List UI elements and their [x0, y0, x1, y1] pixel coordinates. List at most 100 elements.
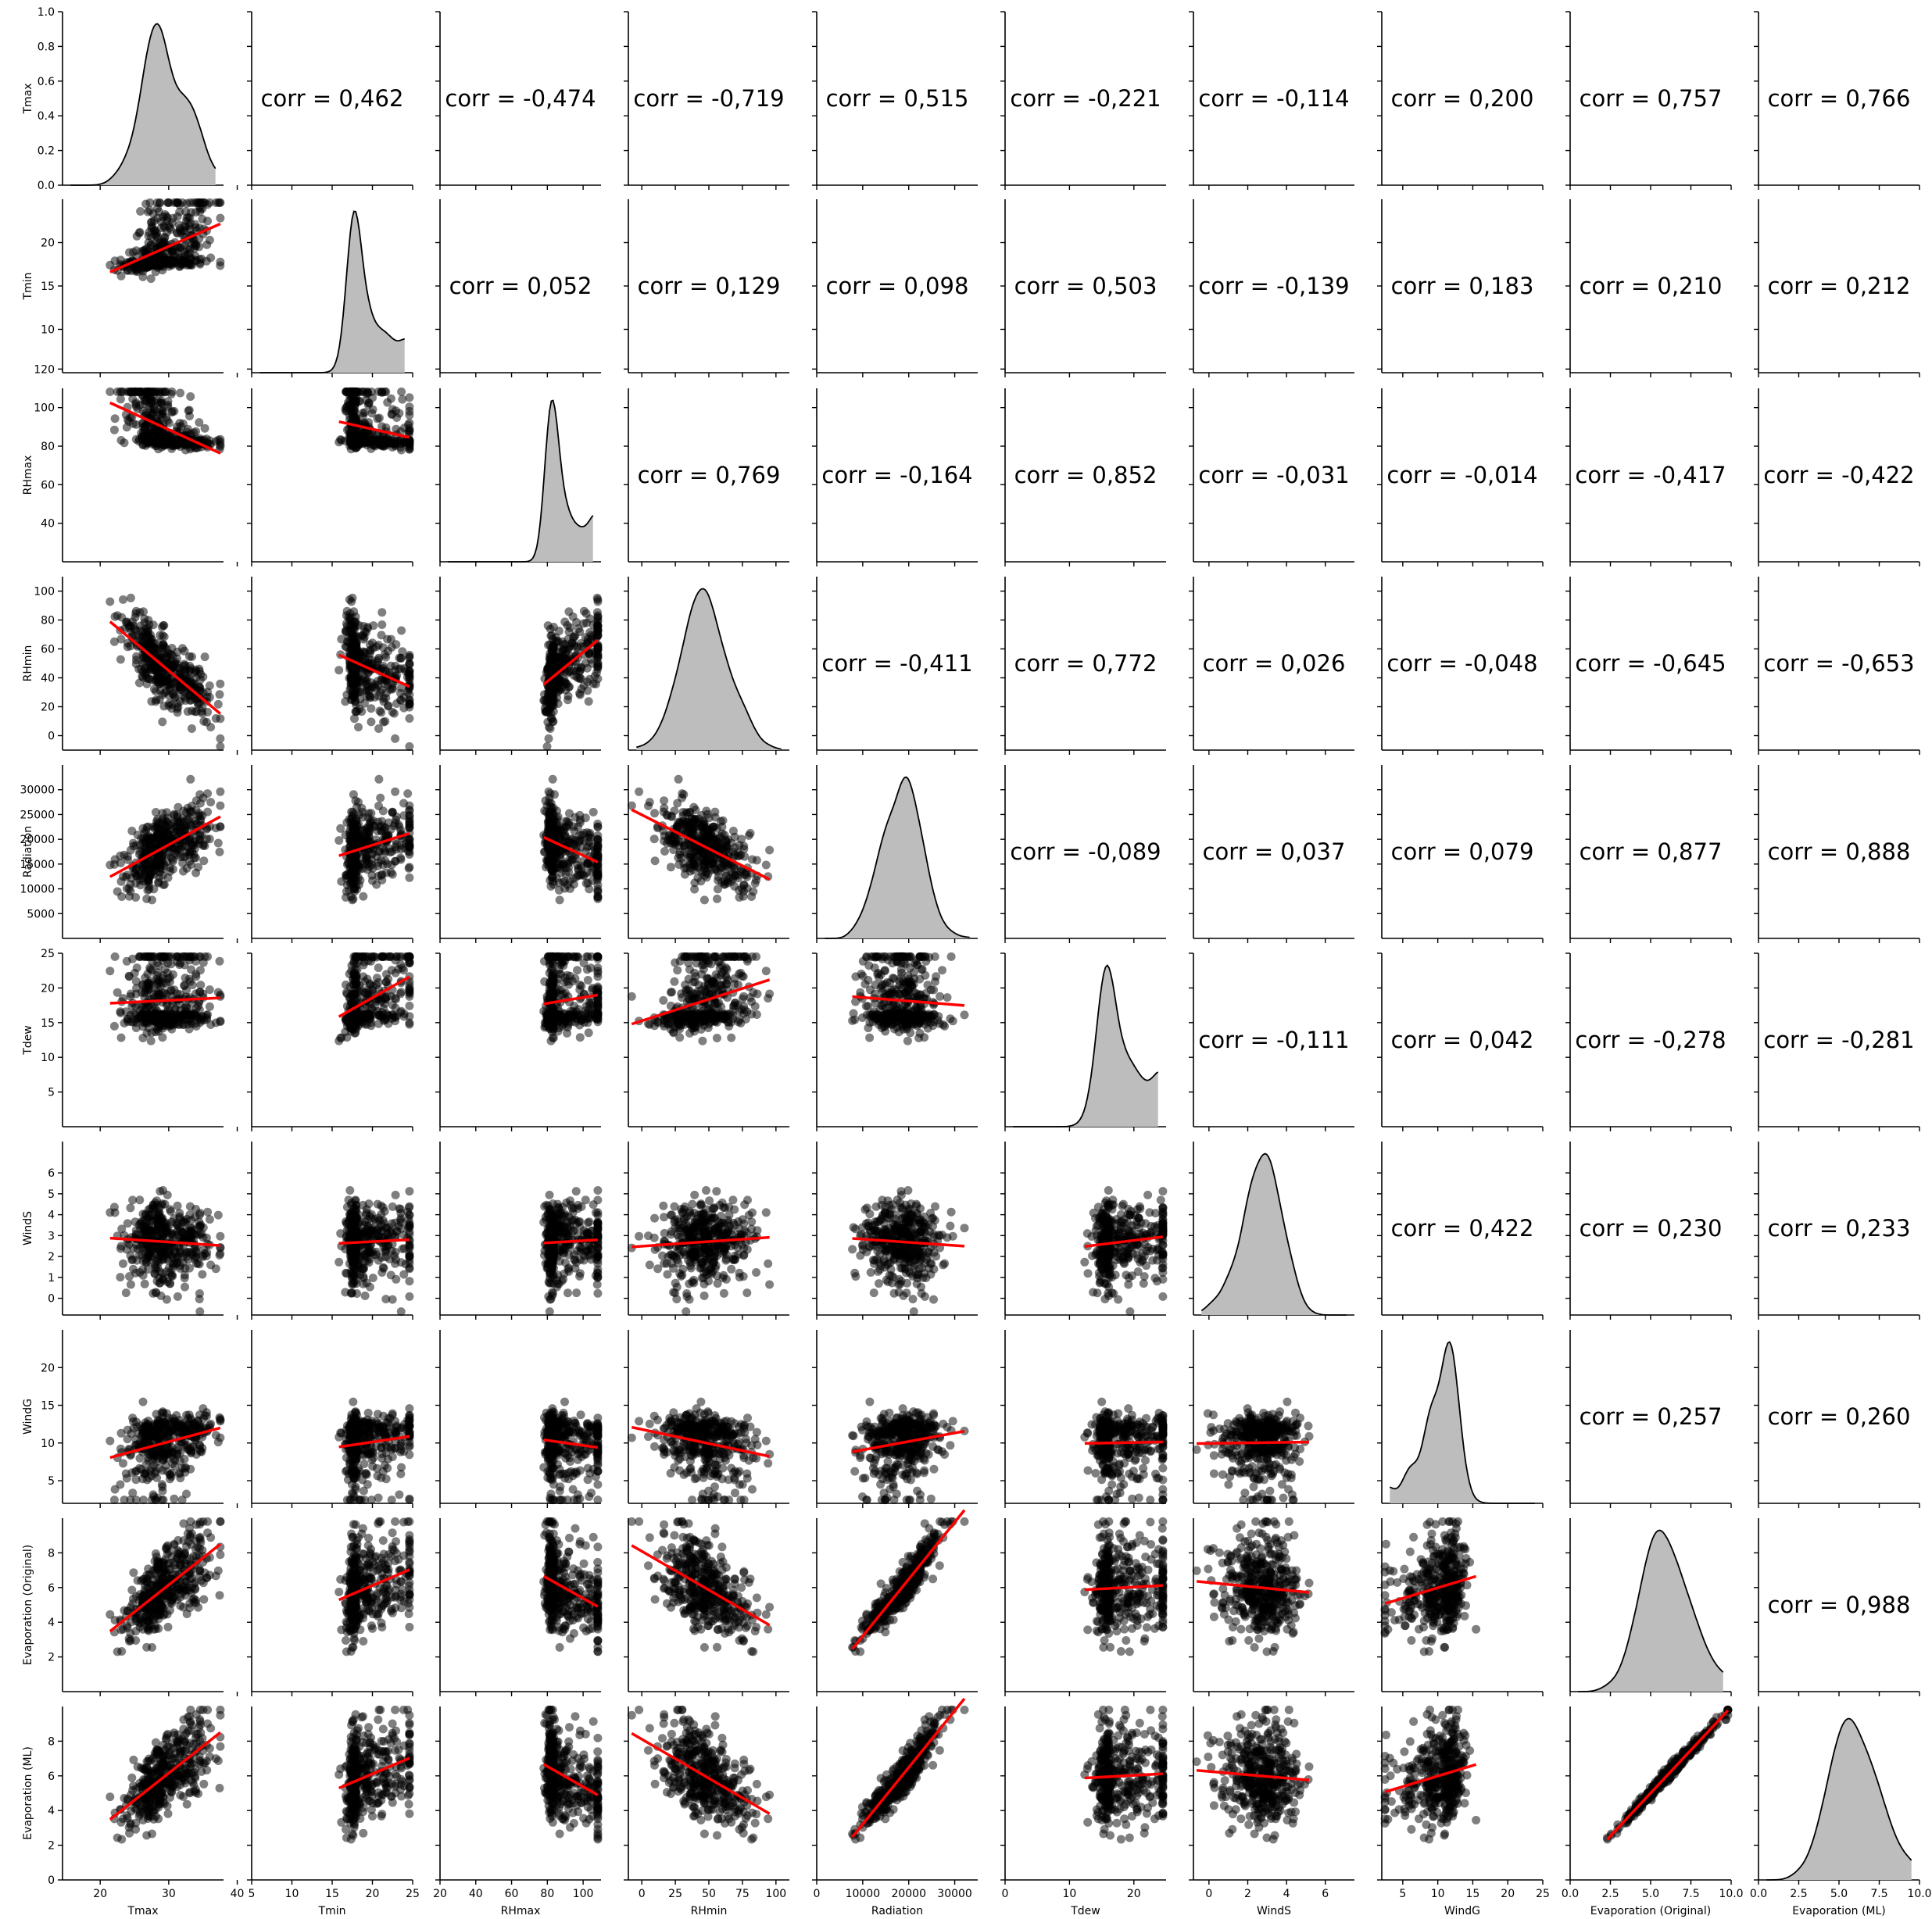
scatter-point — [109, 425, 119, 434]
scatter-point — [736, 850, 746, 859]
scatter-point — [142, 396, 152, 406]
scatter-point — [350, 414, 360, 423]
scatter-point — [593, 893, 603, 902]
scatter-point — [186, 774, 195, 784]
kde-line — [70, 23, 216, 186]
scatter-point — [163, 416, 172, 425]
scatter-point — [593, 868, 603, 877]
scatter-point — [119, 595, 127, 604]
scatter-point — [377, 870, 387, 879]
scatter-point — [674, 774, 683, 784]
corr-label: corr = 0,766 — [1768, 85, 1911, 112]
scatter-point — [164, 701, 174, 710]
corr-label: corr = 0,852 — [1014, 462, 1157, 488]
scatter-point — [689, 866, 698, 875]
scatter-point — [123, 870, 132, 880]
panel-rhmin-vs-tmax: 0 20 40 60 80 100 RHmin — [22, 577, 238, 755]
scatter-point — [593, 842, 603, 852]
y-tick-label: 0.6 — [38, 76, 55, 88]
panel-rhmax-vs-rhmax — [435, 368, 601, 566]
scatter-point — [576, 836, 585, 845]
corr-label: corr = 0,183 — [1391, 273, 1534, 299]
scatter-point — [134, 228, 144, 238]
scatter-point — [110, 612, 120, 621]
kde-area — [825, 777, 970, 938]
panel-tmin-vs-windg: corr = 0,183 — [1377, 199, 1544, 377]
scatter-point — [134, 678, 144, 688]
scatter-point — [122, 423, 131, 432]
panel-radiation-vs-winds: corr = 0,037 — [1189, 765, 1354, 943]
scatter-point — [176, 388, 185, 398]
scatter-point — [380, 846, 389, 856]
scatter-point — [677, 853, 686, 863]
scatter-point — [347, 868, 356, 877]
corr-label: corr = -0,164 — [821, 462, 972, 488]
corr-label: corr = 0,037 — [1203, 838, 1346, 865]
kde-area — [259, 211, 405, 373]
scatter-point — [585, 884, 594, 894]
y-axis-label: Tmin — [22, 273, 34, 301]
scatter-point — [549, 623, 558, 631]
scatter-point — [545, 699, 554, 708]
scatter-point — [405, 742, 414, 751]
corr-label: corr = 0,772 — [1014, 650, 1157, 677]
scatter-point — [134, 434, 144, 444]
corr-label: corr = -0,014 — [1386, 462, 1537, 488]
scatter-point — [206, 798, 216, 807]
scatter-point — [765, 845, 775, 855]
scatter-point — [173, 817, 182, 827]
y-tick-label: 20 — [41, 238, 55, 250]
scatter-point — [347, 387, 356, 396]
scatter-point — [405, 690, 414, 699]
scatter-point — [116, 395, 125, 404]
scatter-point — [148, 856, 158, 865]
panel-tmax-vs-tdew: corr = -0,221 — [1000, 11, 1166, 190]
scatter-point — [378, 806, 388, 816]
scatter-point — [376, 793, 385, 802]
panel-radiation-vs-rhmax — [435, 765, 603, 943]
scatter-point — [698, 816, 707, 825]
scatter-point — [213, 435, 223, 445]
scatter-point — [377, 821, 387, 831]
scatter-point — [350, 856, 360, 865]
y-tick-label: 60 — [41, 644, 55, 656]
scatter-point — [551, 633, 560, 642]
scatter-point — [650, 809, 659, 818]
scatter-point — [593, 631, 603, 640]
scatter-point — [735, 893, 744, 902]
panel-rhmin-vs-windg: corr = -0,048 — [1377, 577, 1544, 755]
scatter-point — [547, 644, 556, 653]
y-tick-label: 40 — [41, 518, 55, 531]
scatter-point — [173, 704, 182, 713]
scatter-point — [110, 414, 120, 423]
scatter-point — [583, 686, 592, 695]
scatter-point — [351, 427, 360, 437]
scatter-point — [568, 612, 578, 621]
y-tick-label: 80 — [41, 615, 55, 627]
scatter-point — [173, 212, 182, 221]
scatter-point — [202, 240, 212, 249]
scatter-point — [372, 880, 381, 889]
scatter-point — [184, 406, 194, 415]
scatter-point — [740, 870, 750, 879]
scatter-point — [205, 198, 214, 207]
scatter-point — [186, 392, 195, 401]
scatter-point — [110, 855, 120, 864]
scatter-point — [167, 246, 177, 256]
corr-label: corr = -0,719 — [633, 85, 784, 112]
scatter-point — [374, 774, 384, 784]
scatter-point — [188, 652, 196, 661]
scatter-point — [627, 801, 636, 810]
scatter-point — [699, 895, 709, 905]
scatter-point — [146, 834, 155, 843]
scatter-point — [575, 810, 585, 820]
scatter-point — [158, 256, 167, 266]
scatter-point — [379, 441, 388, 450]
scatter-point — [136, 260, 145, 270]
scatter-point — [150, 824, 159, 834]
scatter-point — [136, 207, 145, 216]
scatter-point — [158, 652, 167, 662]
scatter-point — [194, 863, 203, 872]
scatter-point — [163, 227, 171, 237]
corr-label: corr = 0,769 — [638, 462, 781, 488]
